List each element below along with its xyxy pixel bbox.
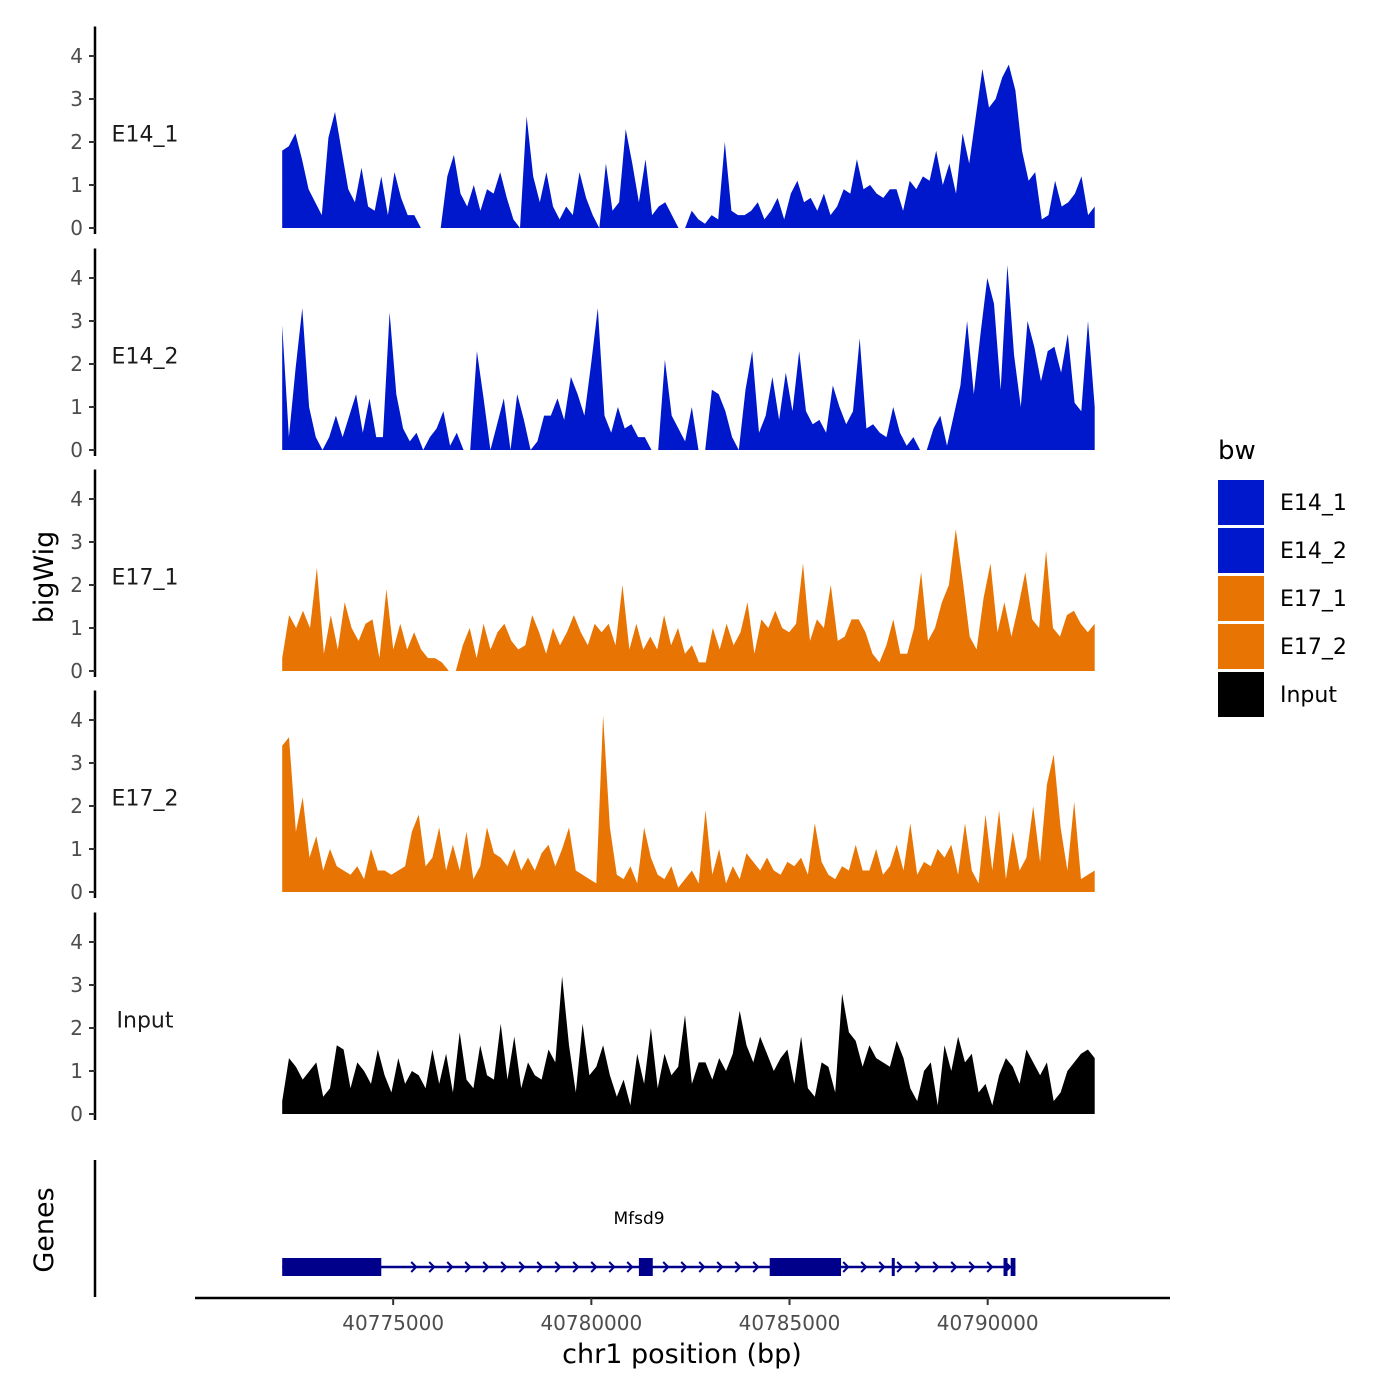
strand-arrow (662, 1261, 670, 1273)
strand-arrow (698, 1261, 706, 1273)
y-tick-label-E17_2-4: 4 (70, 708, 83, 732)
gene-exon-1 (282, 1258, 382, 1276)
legend-label-E17_2: E17_2 (1280, 635, 1347, 660)
x-axis-title: chr1 position (bp) (562, 1339, 802, 1370)
legend-swatch-E14_1 (1218, 480, 1264, 525)
strand-arrow (734, 1261, 742, 1273)
strand-arrow (932, 1261, 940, 1273)
y-tick-label-E17_2-3: 3 (70, 751, 83, 775)
y-tick-label-E17_1-0: 0 (70, 659, 83, 683)
legend-swatch-E14_2 (1218, 528, 1264, 573)
y-tick-label-Input-1: 1 (70, 1059, 83, 1083)
gene-name-label: Mfsd9 (613, 1209, 664, 1229)
x-tick-label-40780000: 40780000 (540, 1311, 642, 1335)
strand-arrow (446, 1261, 454, 1273)
y-tick-label-Input-4: 4 (70, 930, 83, 954)
strand-arrow (842, 1261, 850, 1273)
strand-arrow (428, 1261, 436, 1273)
strand-arrow (860, 1261, 868, 1273)
legend-label-E14_2: E14_2 (1280, 539, 1347, 564)
strand-arrow (536, 1261, 544, 1273)
strand-arrow (914, 1261, 922, 1273)
strand-arrow (896, 1261, 904, 1273)
strand-arrow (482, 1261, 490, 1273)
gene-exon-6 (1010, 1258, 1016, 1276)
strand-arrow (680, 1261, 688, 1273)
area-series-E17_2 (282, 715, 1095, 892)
y-tick-label-E17_2-0: 0 (70, 880, 83, 904)
x-tick-label-40785000: 40785000 (739, 1311, 841, 1335)
y-tick-label-E17_1-4: 4 (70, 487, 83, 511)
y-tick-label-E14_1-2: 2 (70, 130, 83, 154)
y-tick-label-E17_1-3: 3 (70, 530, 83, 554)
y-tick-label-E17_1-1: 1 (70, 616, 83, 640)
area-series-E14_2 (282, 265, 1095, 450)
legend-swatch-E17_2 (1218, 624, 1264, 669)
y-tick-label-E17_2-1: 1 (70, 837, 83, 861)
area-series-E14_1 (282, 64, 1095, 228)
y-tick-label-Input-0: 0 (70, 1102, 83, 1126)
area-series-Input (282, 976, 1095, 1114)
x-tick-label-40775000: 40775000 (342, 1311, 444, 1335)
legend-swatch-E17_1 (1218, 576, 1264, 621)
y-tick-label-E14_2-0: 0 (70, 438, 83, 462)
y-tick-label-E17_2-2: 2 (70, 794, 83, 818)
strand-arrow (410, 1261, 418, 1273)
y-tick-label-E17_1-2: 2 (70, 573, 83, 597)
strand-arrow (968, 1261, 976, 1273)
gene-exon-5 (1003, 1258, 1008, 1276)
legend-label-E14_1: E14_1 (1280, 491, 1347, 516)
genes-axis-title: Genes (29, 1187, 60, 1272)
y-tick-label-E14_2-3: 3 (70, 309, 83, 333)
y-axis-title: bigWig (29, 531, 60, 624)
legend-label-E17_1: E17_1 (1280, 587, 1347, 612)
gene-exon-2 (638, 1258, 653, 1276)
y-tick-label-E14_2-4: 4 (70, 266, 83, 290)
strand-arrow (608, 1261, 616, 1273)
strand-arrow (986, 1261, 994, 1273)
gene-exon-4 (891, 1258, 895, 1276)
y-tick-label-E14_2-1: 1 (70, 395, 83, 419)
strand-arrow (626, 1261, 634, 1273)
legend-label-Input: Input (1280, 683, 1337, 708)
strand-arrow (572, 1261, 580, 1273)
track-label-E17_1: E17_1 (112, 565, 179, 590)
x-tick-label-40790000: 40790000 (937, 1311, 1039, 1335)
y-tick-label-E14_1-3: 3 (70, 87, 83, 111)
y-tick-label-E14_1-0: 0 (70, 216, 83, 240)
track-label-E17_2: E17_2 (112, 786, 179, 811)
strand-arrow (878, 1261, 886, 1273)
strand-arrow (500, 1261, 508, 1273)
legend-title: bw (1218, 436, 1256, 466)
strand-arrow (752, 1261, 760, 1273)
y-tick-label-E14_1-1: 1 (70, 173, 83, 197)
strand-arrow (554, 1261, 562, 1273)
y-tick-label-Input-3: 3 (70, 973, 83, 997)
y-tick-label-Input-2: 2 (70, 1016, 83, 1040)
strand-arrow (590, 1261, 598, 1273)
legend-swatch-Input (1218, 672, 1264, 717)
track-label-Input: Input (117, 1008, 174, 1033)
y-tick-label-E14_2-2: 2 (70, 352, 83, 376)
strand-arrow (464, 1261, 472, 1273)
gene-exon-3 (769, 1258, 842, 1276)
y-tick-label-E14_1-4: 4 (70, 44, 83, 68)
area-series-E17_1 (282, 529, 1095, 671)
track-label-E14_2: E14_2 (112, 344, 179, 369)
strand-arrow (950, 1261, 958, 1273)
strand-arrow (716, 1261, 724, 1273)
track-label-E14_1: E14_1 (112, 122, 179, 147)
strand-arrow (518, 1261, 526, 1273)
